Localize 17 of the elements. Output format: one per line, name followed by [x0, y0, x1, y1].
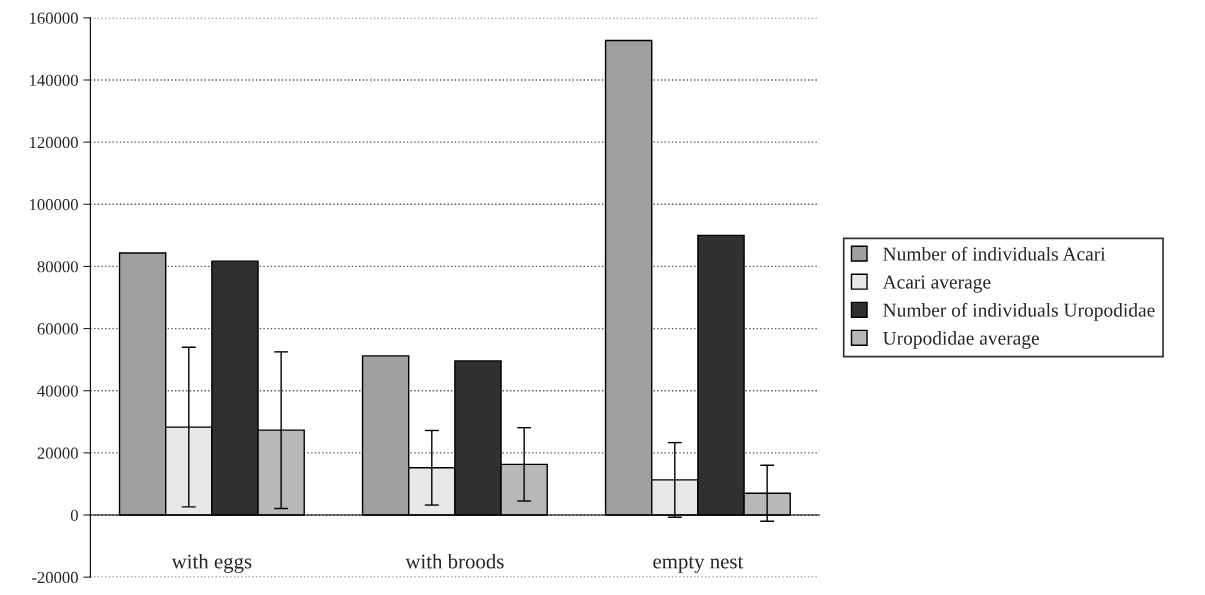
y-tick-label: 100000	[30, 198, 78, 211]
y-tick-label: 80000	[37, 261, 78, 273]
y-tick-label: 140000	[30, 74, 78, 86]
x-tick-label: with eggs	[171, 553, 252, 573]
y-tick-label: 0	[70, 509, 78, 521]
y-tick-label: 160000	[30, 12, 78, 24]
y-tick-label: 20000	[37, 447, 78, 459]
y-tick-label: 40000	[37, 385, 78, 397]
legend-label: Number of individuals Uropodidae	[883, 302, 1155, 321]
y-tick-label: 120000	[30, 136, 78, 149]
legend-label: Number of individuals Acari	[883, 246, 1106, 261]
x-tick-label: empty nest	[653, 556, 744, 573]
legend-label: Uropodidae average	[883, 331, 1040, 349]
y-tick-label: 60000	[37, 323, 78, 335]
y-tick-label: -20000	[31, 571, 78, 584]
legend-label: Acari average	[882, 275, 991, 293]
x-tick-label: with broods	[405, 553, 504, 569]
